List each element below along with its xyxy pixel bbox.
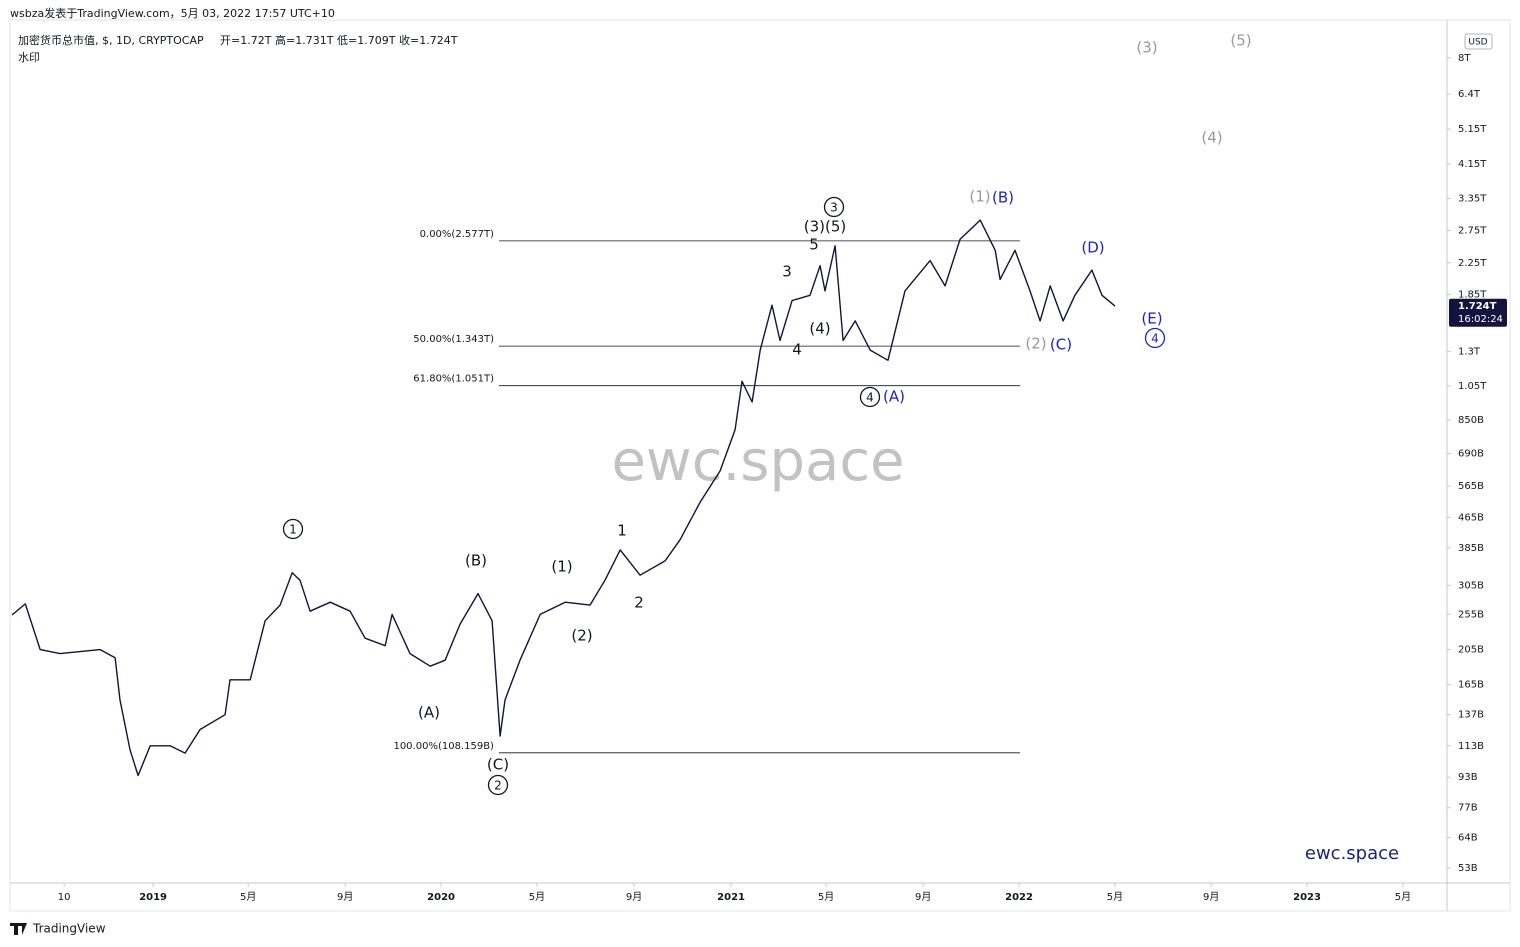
brand-logo — [10, 923, 27, 935]
y-tick-label: 93B — [1458, 772, 1478, 783]
x-tick-label: 5月 — [1395, 891, 1411, 903]
x-tick-label: 5月 — [529, 891, 545, 903]
y-tick-label: 850B — [1458, 415, 1484, 426]
wave-label: 2 — [634, 594, 644, 612]
y-tick-label: 77B — [1458, 803, 1478, 814]
y-tick-label: 53B — [1458, 863, 1478, 874]
x-tick-label: 5月 — [240, 891, 256, 903]
price-line — [11, 219, 1116, 777]
x-tick-label: 5月 — [818, 891, 834, 903]
wave-label: 2 — [494, 779, 502, 793]
y-tick-label: 2.75T — [1458, 225, 1487, 236]
wave-label: 3 — [830, 201, 838, 215]
frame — [9, 19, 1511, 912]
x-tick-label: 2019 — [139, 892, 167, 903]
y-tick-label: 255B — [1458, 609, 1484, 620]
wave-label: 4 — [792, 341, 802, 359]
wave-label: 1 — [617, 522, 627, 540]
wave-label: (4) — [1201, 129, 1222, 147]
y-tick-label: 1.85T — [1458, 289, 1487, 300]
fib-label: 100.00%(108.159B) — [393, 741, 494, 752]
price-tag-label: 1.724T — [1458, 301, 1497, 312]
y-tick-label: 6.4T — [1458, 89, 1481, 100]
y-tick-label: 1.3T — [1458, 346, 1481, 357]
wave-circle — [859, 386, 881, 408]
wave-label: (1) — [969, 188, 990, 206]
wave-label: (B) — [992, 189, 1014, 207]
close: 收=1.724T — [399, 33, 458, 47]
symbol: 加密货币总市值, $, 1D, CRYPTOCAP — [18, 33, 204, 47]
low: 低=1.709T — [337, 34, 396, 47]
wave-label: 3 — [782, 263, 792, 281]
wave-label: (5) — [1230, 32, 1251, 50]
x-tick-label: 2020 — [427, 892, 455, 903]
x-tick-label: 9月 — [626, 891, 642, 903]
wave-label: 4 — [1151, 332, 1159, 346]
x-tick-label: 2022 — [1005, 892, 1033, 903]
x-tick-label: 9月 — [1203, 891, 1219, 903]
wave-label: (4) — [809, 320, 830, 338]
wave-label: (C) — [487, 756, 509, 774]
y-tick-label: 565B — [1458, 481, 1484, 492]
wave-label: (3) — [1136, 39, 1157, 57]
wave-label: (2) — [571, 627, 592, 645]
wave-label: 4 — [866, 391, 874, 405]
y-tick-label: 305B — [1458, 580, 1484, 591]
wave-label: 5 — [809, 236, 819, 254]
y-tick-label: 137B — [1458, 710, 1484, 721]
y-tick-label: 1.05T — [1458, 381, 1487, 392]
y-tick-label: 690B — [1458, 449, 1484, 460]
fib-label: 0.00%(2.577T) — [420, 229, 494, 240]
wave-label: (3)(5) — [804, 218, 847, 236]
wave-label: (1) — [551, 558, 572, 576]
wave-circle — [282, 518, 304, 540]
x-tick-label: 9月 — [337, 891, 353, 903]
x-tick-label: 2021 — [717, 892, 745, 903]
y-tick-label: 8T — [1458, 53, 1471, 64]
currency: USD — [1468, 38, 1487, 48]
watermark-label: 水印 — [18, 51, 40, 64]
wave-label: (C) — [1050, 336, 1072, 354]
high: 高=1.731T — [275, 33, 334, 47]
wave-label: (2) — [1025, 335, 1046, 353]
wave-label: (A) — [883, 388, 905, 406]
y-tick-label: 3.35T — [1458, 194, 1487, 205]
wave-circle — [823, 196, 845, 218]
brand: TradingView — [32, 922, 106, 936]
watermark: ewc.space — [611, 429, 904, 494]
publisher: wsbza发表于TradingView.com，5月 03, 2022 17:5… — [10, 6, 335, 20]
y-tick-label: 113B — [1458, 741, 1484, 752]
y-tick-label: 165B — [1458, 680, 1484, 691]
open: 开=1.72T — [220, 34, 272, 47]
signature: ewc.space — [1305, 843, 1399, 864]
wave-circle — [1144, 327, 1166, 349]
y-tick-label: 2.25T — [1458, 258, 1487, 269]
currency-box[interactable] — [1464, 33, 1493, 50]
y-tick-label: 205B — [1458, 645, 1484, 656]
x-tick-label: 5月 — [1107, 891, 1123, 903]
wave-label: (A) — [418, 704, 440, 722]
wave-label: (D) — [1081, 239, 1104, 257]
wave-circle — [487, 774, 509, 796]
wave-label: 1 — [289, 523, 297, 537]
wave-label: (E) — [1141, 310, 1162, 328]
countdown: 16:02:24 — [1458, 314, 1503, 325]
x-tick-label: 2023 — [1293, 892, 1321, 903]
wave-label: (B) — [465, 552, 487, 570]
y-tick-label: 465B — [1458, 512, 1484, 523]
y-tick-label: 64B — [1458, 833, 1478, 844]
y-tick-label: 4.15T — [1458, 159, 1487, 170]
price-tag — [1449, 298, 1507, 327]
y-tick-label: 5.15T — [1458, 124, 1487, 135]
x-tick-label: 9月 — [915, 891, 931, 903]
fib-label: 50.00%(1.343T) — [413, 334, 494, 345]
fib-label: 61.80%(1.051T) — [413, 374, 494, 385]
y-tick-label: 385B — [1458, 543, 1484, 554]
x-tick-label: 10 — [58, 892, 71, 903]
